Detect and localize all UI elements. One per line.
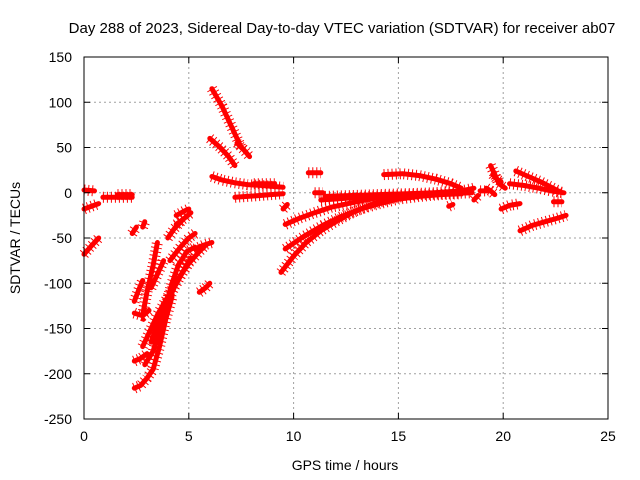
series-track-20 (172, 208, 195, 229)
chart-title: Day 288 of 2023, Sidereal Day-to-day VTE… (69, 20, 616, 37)
series-track-17 (165, 229, 199, 264)
series-track-47 (517, 210, 569, 236)
series-markers (146, 258, 169, 291)
series-markers (132, 349, 151, 367)
series-markers (498, 198, 521, 215)
series-track (81, 235, 102, 257)
series-track-46 (507, 178, 567, 199)
y-tick-label: -200 (44, 366, 72, 382)
series-track-06 (127, 224, 141, 237)
y-tick-label: -50 (52, 230, 72, 246)
series-track-02 (81, 198, 102, 215)
y-tick-label: -100 (44, 275, 72, 291)
series-markers (446, 199, 456, 212)
x-tick-label: 15 (391, 428, 407, 444)
series-track-32 (279, 200, 292, 213)
y-tick-label: 0 (64, 185, 72, 201)
series-track (192, 240, 215, 252)
y-tick-label: 150 (49, 49, 73, 65)
x-tick-label: 5 (185, 428, 193, 444)
series-track-44 (498, 198, 523, 215)
tick-labels: 0 5 10 15 20 25 -250 -200 -150 -100 -50 0 50 100 150 (44, 49, 616, 444)
series-track-14 (145, 255, 196, 345)
data-layer (79, 85, 569, 394)
x-axis-label: GPS time / hours (292, 457, 399, 473)
x-tick-label: 0 (80, 428, 88, 444)
series-markers (172, 208, 195, 229)
series-markers (234, 188, 284, 203)
series-track (81, 201, 102, 212)
series-track-21 (192, 237, 215, 254)
series-track (490, 172, 504, 185)
y-tick-label: 50 (56, 140, 72, 156)
series-track-23 (207, 85, 247, 150)
series-track (129, 224, 139, 236)
series-track (131, 294, 175, 391)
series-track-10 (131, 349, 151, 367)
series-track (507, 181, 567, 196)
series-track-38 (446, 199, 456, 212)
series-markers (165, 229, 199, 264)
series-markers (483, 183, 499, 199)
x-tick-label: 25 (600, 428, 616, 444)
series-markers (173, 203, 192, 221)
series-markers (137, 219, 150, 230)
series-track-22 (196, 279, 214, 297)
x-tick-label: 10 (286, 428, 302, 444)
series-track-11 (131, 294, 178, 394)
series-track (196, 280, 213, 295)
series-markers (206, 134, 240, 169)
series-track-37 (381, 168, 464, 194)
series-track (148, 255, 194, 345)
series-track-25 (233, 139, 254, 161)
series-track-24 (206, 134, 240, 169)
series-track-39 (469, 191, 483, 204)
y-tick-label: 100 (49, 94, 73, 110)
series-track (209, 86, 244, 150)
series-markers (210, 171, 284, 193)
series-track-27 (232, 188, 286, 203)
series-markers (324, 182, 476, 202)
series-track-16 (146, 258, 169, 291)
series-track-36 (322, 182, 477, 202)
series-markers (83, 184, 95, 197)
grid (84, 57, 608, 419)
y-axis-label: SDTVAR / TECUs (7, 182, 23, 294)
series-track-08 (129, 278, 148, 304)
x-tick-label: 20 (495, 428, 511, 444)
series-track-42 (483, 183, 499, 199)
series-track-43 (488, 170, 505, 187)
series-track-26 (209, 171, 286, 193)
series-markers (485, 163, 509, 193)
series-track-19 (173, 203, 192, 221)
series-track (131, 278, 146, 304)
series-track-15 (137, 240, 163, 318)
series-track-07 (137, 219, 150, 230)
ticks (83, 56, 609, 420)
series-markers (137, 241, 163, 316)
series-track-01 (81, 184, 97, 197)
y-tick-label: -250 (44, 411, 72, 427)
series-track-03 (79, 234, 103, 258)
series-track (280, 202, 290, 212)
y-tick-label: -150 (44, 321, 72, 337)
series-track (471, 193, 481, 203)
series-markers (233, 139, 254, 161)
series-markers (383, 168, 464, 194)
series-track (517, 212, 569, 234)
